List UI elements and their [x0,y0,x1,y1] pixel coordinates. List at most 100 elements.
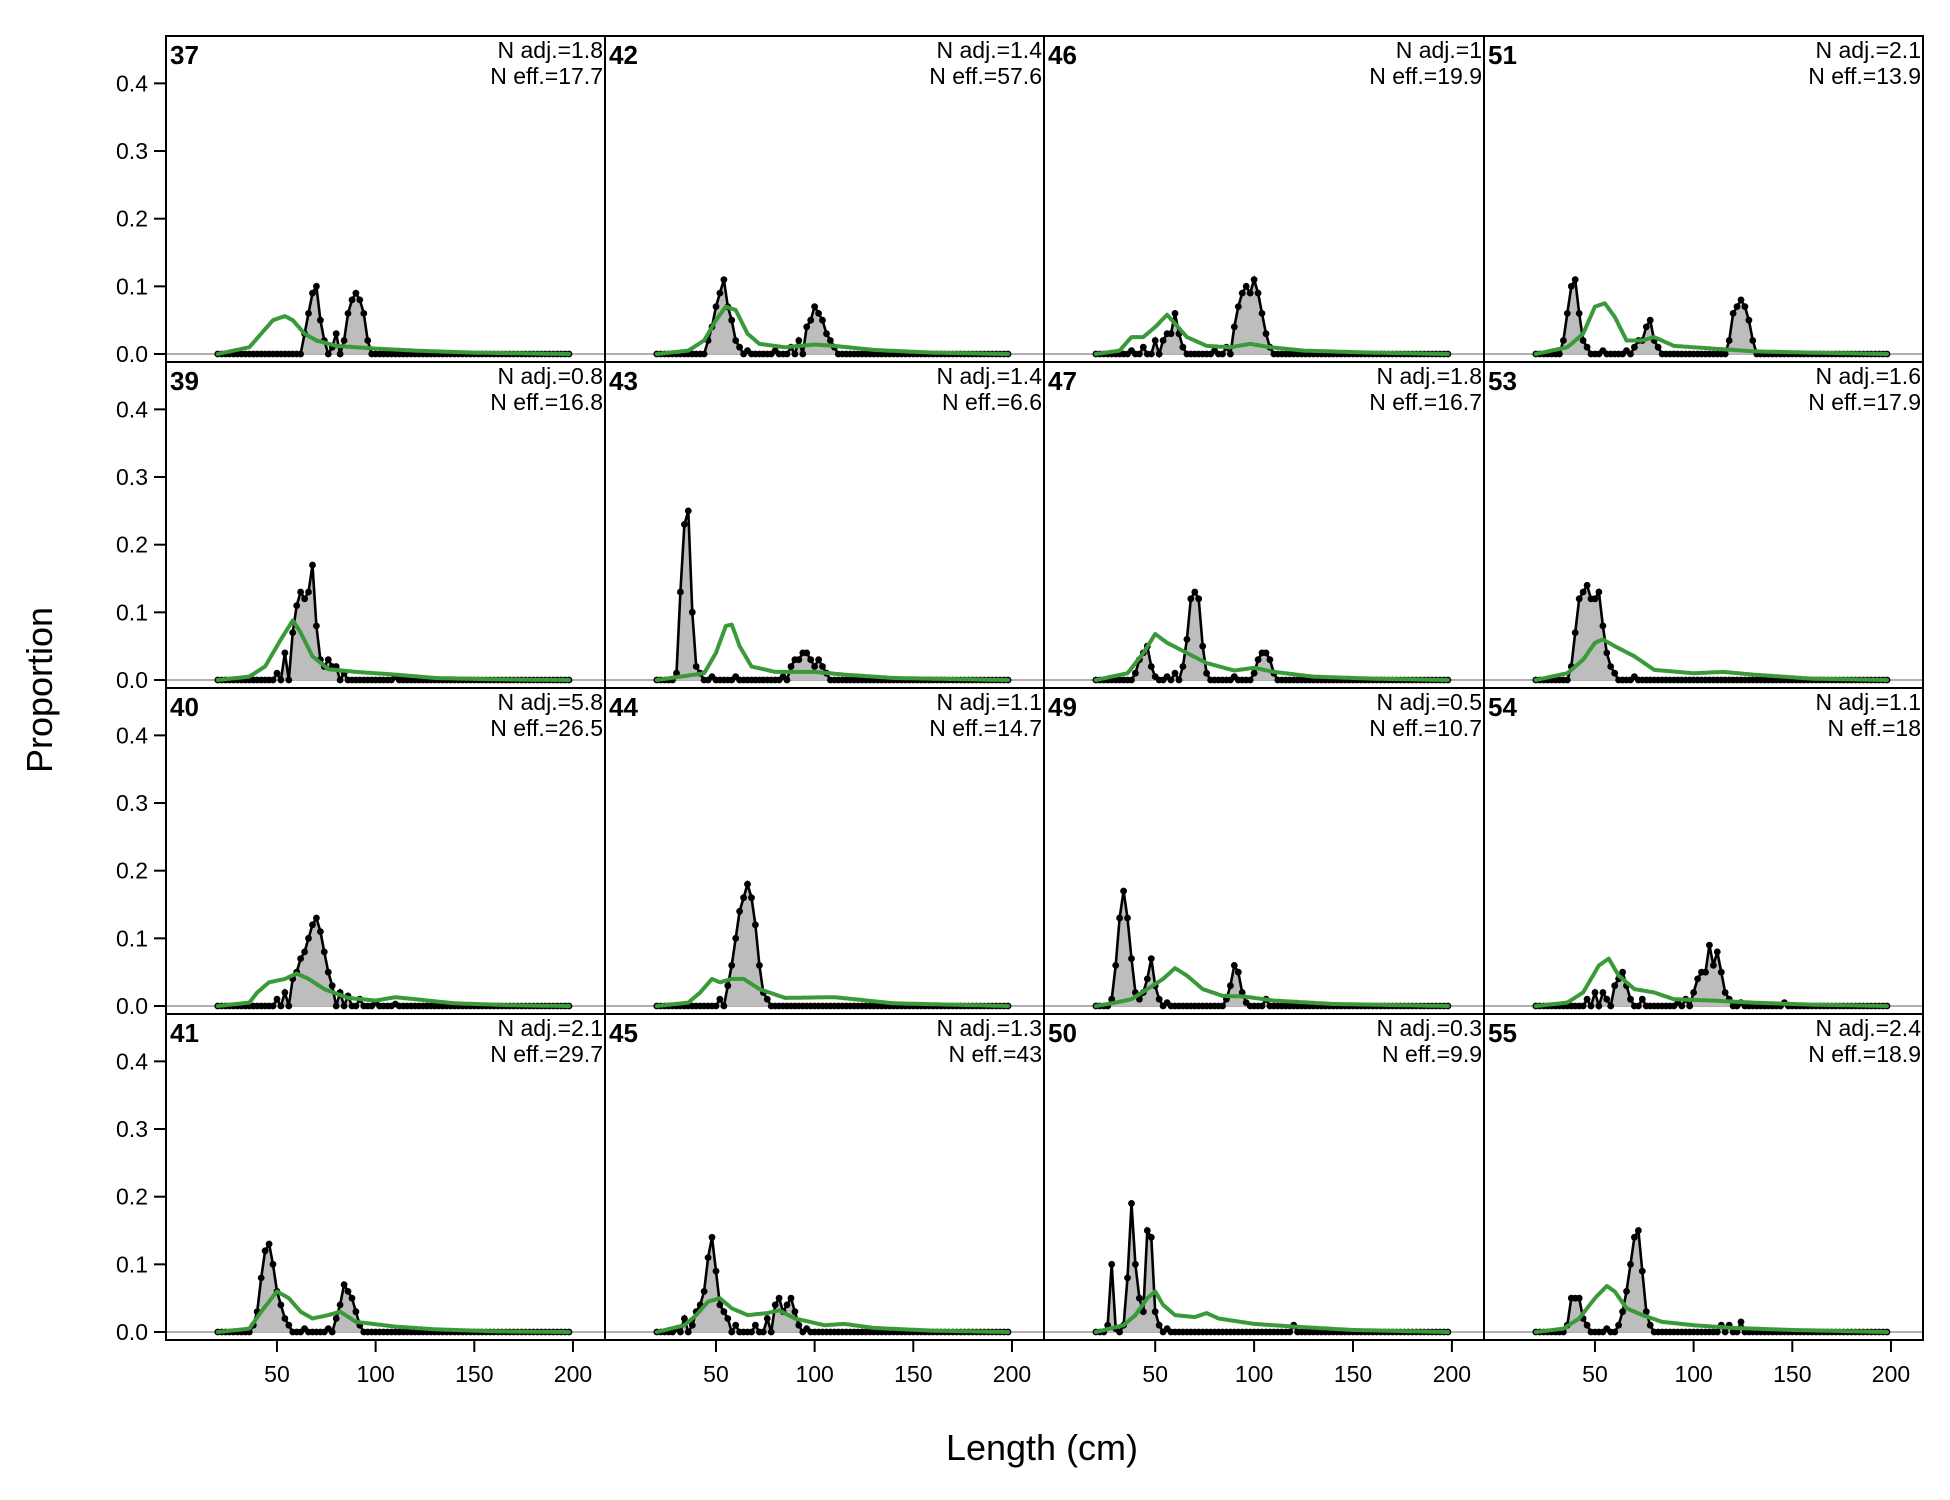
observed-point [332,1315,340,1322]
observed-point [1147,663,1155,670]
observed-point [1745,316,1753,324]
observed-point [673,669,680,677]
observed-point [1254,656,1262,664]
observed-point [677,588,684,596]
observed-point [1159,337,1167,344]
observed-point [1258,1002,1266,1010]
observed-point [728,962,736,969]
observed-point [344,1288,352,1295]
panel-id-label: 42 [609,40,638,70]
observed-point [1132,669,1139,677]
y-tick-label: 0.4 [116,722,148,748]
observed-point [1199,642,1207,650]
observed-point [1733,303,1741,310]
observed-point [269,676,277,684]
x-tick-label: 100 [1235,1361,1273,1387]
observed-point [305,934,312,942]
x-tick-label: 150 [894,1361,932,1387]
observed-point [1143,1227,1151,1234]
observed-point [336,1301,344,1309]
observed-point [352,1308,360,1316]
observed-area [656,510,1009,680]
observed-point [1227,350,1234,358]
observed-point [317,316,324,324]
observed-point [1151,337,1159,344]
observed-point [819,663,826,670]
x-tick-label: 50 [703,1361,729,1387]
observed-point [1139,343,1147,351]
observed-point [261,1247,269,1255]
observed-point [1179,663,1187,670]
observed-point [752,921,759,929]
observed-point [752,1321,759,1329]
observed-line [656,879,1008,1010]
panel-49: 49 N adj.=0.5N eff.=10.7 [1043,687,1485,1015]
panels-layer: 37 N adj.=1.8N eff.=17.742 N adj.=1.4N eff… [165,35,1924,1341]
n-eff-label: N eff.=9.9 [1382,1041,1482,1067]
observed-point [364,337,372,344]
observed-area [217,565,570,680]
x-tick-label: 100 [1674,1361,1712,1387]
observed-point [732,337,740,344]
observed-point [265,1240,273,1248]
observed-point [1686,1002,1694,1010]
observed-point [708,1233,716,1241]
panel-53: 53 N adj.=1.6N eff.=17.9 [1483,361,1924,689]
n-eff-label: N eff.=26.5 [490,715,603,741]
observed-point [1167,330,1175,338]
observed-point [1619,1308,1626,1316]
x-tick-label: 100 [795,1361,833,1387]
observed-point [1749,337,1757,344]
observed-point [301,948,308,956]
observed-point [1227,982,1234,990]
observed-point [356,296,364,304]
observed-point [336,676,344,684]
observed-point [1587,1002,1595,1010]
observed-point [313,622,320,630]
observed-point [1155,1321,1163,1329]
observed-point [320,948,328,956]
x-tick-label: 200 [1433,1361,1471,1387]
observed-point [1737,1318,1745,1326]
observed-point [1623,1288,1630,1295]
observed-point [684,1328,692,1336]
n-eff-label: N eff.=17.9 [1808,389,1921,415]
observed-point [724,1315,732,1322]
n-adj-label: N adj.=1.6 [1816,363,1922,389]
panel-id-label: 45 [609,1018,638,1048]
observed-point [1171,669,1179,677]
observed-point [1611,1328,1619,1336]
observed-point [309,561,316,569]
observed-point [1151,1308,1159,1316]
panel-id-label: 49 [1048,692,1077,722]
observed-point [1155,995,1163,1003]
observed-line [217,914,569,1011]
observed-point [285,1002,293,1010]
observed-point [1147,1233,1155,1241]
x-axis-col-0: 50 100 150 200 [264,1340,592,1387]
observed-point [297,588,304,596]
panel-44: 44 N adj.=1.1N eff.=14.7 [604,687,1045,1015]
observed-point [795,656,803,664]
observed-point [677,1328,684,1336]
observed-point [1128,1200,1135,1207]
expected-line [654,976,1010,1008]
n-adj-label: N adj.=0.5 [1377,689,1483,715]
panel-id-label: 53 [1488,366,1517,396]
n-adj-label: N adj.=2.1 [498,1015,604,1041]
observed-point [1599,989,1607,996]
n-adj-label: N adj.=1.3 [937,1015,1043,1041]
observed-point [728,316,736,324]
panel-37: 37 N adj.=1.8N eff.=17.7 [165,35,606,363]
observed-point [815,310,822,317]
observed-point [1560,337,1567,344]
observed-area [1535,945,1888,1006]
observed-point [791,1308,799,1316]
observed-point [324,656,332,664]
observed-point [1579,1002,1587,1010]
observed-point [340,1281,348,1288]
observed-point [1136,350,1143,358]
observed-point [684,507,692,515]
observed-point [1116,1328,1123,1336]
observed-point [1187,595,1195,603]
